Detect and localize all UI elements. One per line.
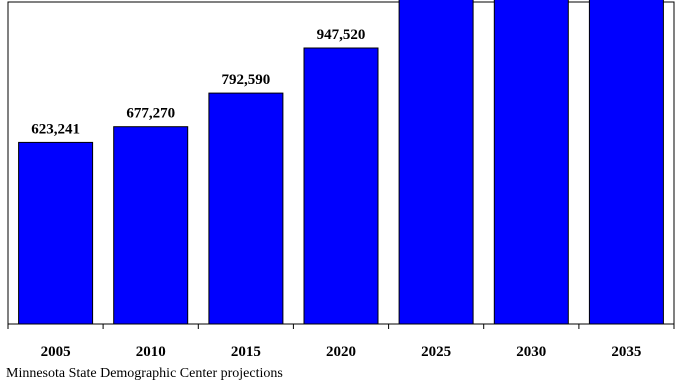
x-tick-label-2010: 2010 xyxy=(136,344,166,360)
data-label-2010: 677,270 xyxy=(126,106,175,122)
bar-2025 xyxy=(398,0,474,325)
x-tick-label-2005: 2005 xyxy=(41,344,71,360)
x-tick-label-2035: 2035 xyxy=(611,344,641,360)
x-tick-label-2030: 2030 xyxy=(516,344,546,360)
x-axis: 2005 2010 2015 2020 2025 2030 2035 xyxy=(7,323,675,360)
bars-layer xyxy=(18,0,664,325)
bar-2030 xyxy=(493,0,569,325)
bar-2010 xyxy=(113,126,189,325)
bar-2020 xyxy=(303,47,379,325)
x-tick-label-2015: 2015 xyxy=(231,344,261,360)
bar-2015 xyxy=(208,92,284,325)
data-label-2005: 623,241 xyxy=(31,121,80,137)
x-tick-label-2020: 2020 xyxy=(326,344,356,360)
data-label-2015: 792,590 xyxy=(222,72,271,88)
data-label-2020: 947,520 xyxy=(317,27,366,43)
bar-2035 xyxy=(588,0,664,325)
source-note: Minnesota State Demographic Center proje… xyxy=(6,366,283,381)
data-labels-layer: 623,241677,270792,590947,5201,133,9201,2… xyxy=(31,27,366,137)
bar-2005 xyxy=(18,141,94,325)
x-tick-label-2025: 2025 xyxy=(421,344,451,360)
